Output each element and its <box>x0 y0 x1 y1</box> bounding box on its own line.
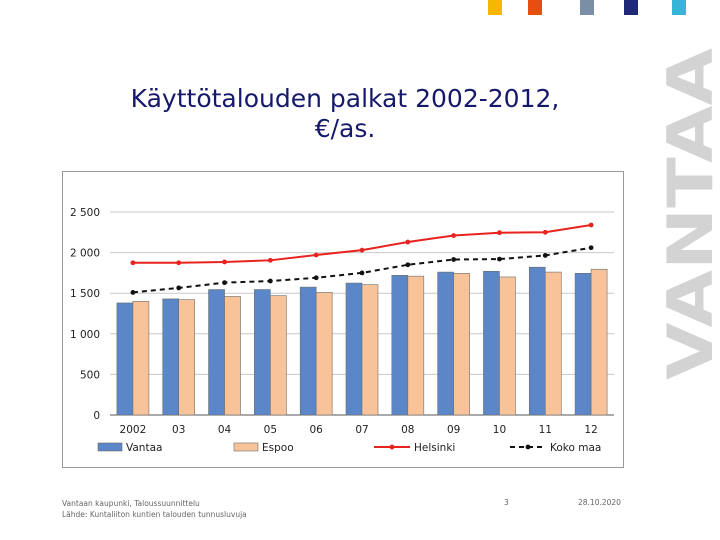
corner-square <box>488 0 502 15</box>
bar-espoo <box>590 268 608 416</box>
line-koko-maa <box>132 246 592 294</box>
point-koko-maa <box>405 262 411 268</box>
bar-espoo <box>544 271 562 416</box>
y-tick-label: 2 000 <box>70 248 100 260</box>
point-koko-maa <box>222 280 227 286</box>
bar-espoo <box>361 284 379 416</box>
corner-square <box>672 0 686 15</box>
legend: Vantaa Espoo Helsinki Koko maa <box>97 442 601 454</box>
chart-area: 0 500 1 000 1 500 2 000 2 500 2002 03 04 05 06 07 0… <box>62 171 624 468</box>
corner-square <box>624 0 638 15</box>
bar-vantaa <box>299 286 317 416</box>
bar-espoo <box>407 275 425 416</box>
legend-swatch <box>97 442 123 452</box>
point-helsinki <box>405 239 411 245</box>
y-tick-label: 2 500 <box>70 207 100 219</box>
bar-espoo <box>270 295 287 416</box>
y-tick-label: 0 <box>93 410 100 422</box>
bar-vantaa <box>574 273 592 416</box>
brand-text: VANTAA <box>664 48 720 380</box>
bars <box>116 266 608 416</box>
bar-espoo <box>453 273 470 416</box>
bar-vantaa <box>116 302 134 416</box>
x-tick-label: 09 <box>447 424 460 436</box>
x-tick-label: 06 <box>309 424 323 436</box>
bar-espoo <box>224 296 241 416</box>
bar-vantaa <box>483 270 500 416</box>
series-lines <box>130 222 594 295</box>
footer-source: Vantaan kaupunki, Taloussuunnittelu Lähd… <box>62 498 247 520</box>
bar-vantaa <box>162 298 180 416</box>
legend-marker <box>525 444 531 450</box>
legend-marker <box>389 444 395 450</box>
corner-square <box>580 0 594 15</box>
corner-square <box>528 0 542 15</box>
bar-vantaa <box>391 275 409 416</box>
y-tick-label: 1 000 <box>70 329 100 341</box>
x-tick-label: 08 <box>401 424 414 436</box>
x-tick-label: 10 <box>493 424 506 436</box>
legend-swatch <box>233 442 259 452</box>
point-helsinki <box>267 257 273 263</box>
x-tick-label: 03 <box>172 424 185 436</box>
legend-label: Koko maa <box>550 442 601 454</box>
legend-label: Vantaa <box>126 442 162 454</box>
bar-espoo <box>499 276 516 416</box>
point-helsinki <box>130 260 136 266</box>
point-helsinki <box>588 222 594 228</box>
x-tick-label: 05 <box>264 424 277 436</box>
bar-vantaa <box>208 289 225 416</box>
x-tick-label: 07 <box>355 424 368 436</box>
y-tick-label: 1 500 <box>70 288 100 300</box>
point-koko-maa <box>497 256 502 262</box>
page-number: 3 <box>504 498 509 507</box>
point-helsinki <box>176 260 182 266</box>
y-tick-label: 500 <box>80 369 100 381</box>
point-helsinki <box>497 230 502 236</box>
bar-vantaa <box>345 282 363 416</box>
point-koko-maa <box>176 285 182 291</box>
bar-vantaa <box>528 266 546 416</box>
title-line-1: Käyttötalouden palkat 2002-2012, <box>130 84 560 113</box>
slide-date: 28.10.2020 <box>578 498 621 507</box>
point-helsinki <box>359 247 365 253</box>
point-koko-maa <box>542 253 548 258</box>
legend-label: Helsinki <box>414 442 455 454</box>
bar-espoo <box>132 301 150 416</box>
point-helsinki <box>313 252 319 258</box>
x-tick-label: 12 <box>584 424 597 436</box>
point-koko-maa <box>588 245 594 251</box>
bar-vantaa <box>254 289 271 416</box>
bar-espoo <box>178 299 196 416</box>
x-tick-label: 2002 <box>120 424 147 436</box>
footer-source-line-2: Lähde: Kuntaliiton kuntien talouden tunn… <box>62 510 247 519</box>
bar-espoo <box>315 292 333 416</box>
legend-label: Espoo <box>262 442 294 454</box>
vantaa-logo: VANTAA <box>664 46 720 382</box>
y-axis: 0 500 1 000 1 500 2 000 2 500 <box>70 207 100 422</box>
bar-vantaa <box>437 271 454 416</box>
point-koko-maa <box>130 289 136 295</box>
point-helsinki <box>542 229 548 235</box>
point-helsinki <box>222 259 227 265</box>
title-line-2: €/as. <box>314 114 376 143</box>
slide-title: Käyttötalouden palkat 2002-2012, €/as. <box>80 84 610 144</box>
footer-source-line-1: Vantaan kaupunki, Taloussuunnittelu <box>62 499 200 508</box>
point-koko-maa <box>451 257 457 262</box>
x-axis: 2002 03 04 05 06 07 08 09 10 11 12 <box>120 424 598 436</box>
point-koko-maa <box>313 275 319 281</box>
salary-chart: 0 500 1 000 1 500 2 000 2 500 2002 03 04 05 06 07 0… <box>62 171 624 468</box>
x-tick-label: 04 <box>218 424 232 436</box>
point-koko-maa <box>359 270 365 276</box>
point-koko-maa <box>267 278 273 284</box>
point-helsinki <box>451 233 457 238</box>
x-tick-label: 11 <box>539 424 552 436</box>
